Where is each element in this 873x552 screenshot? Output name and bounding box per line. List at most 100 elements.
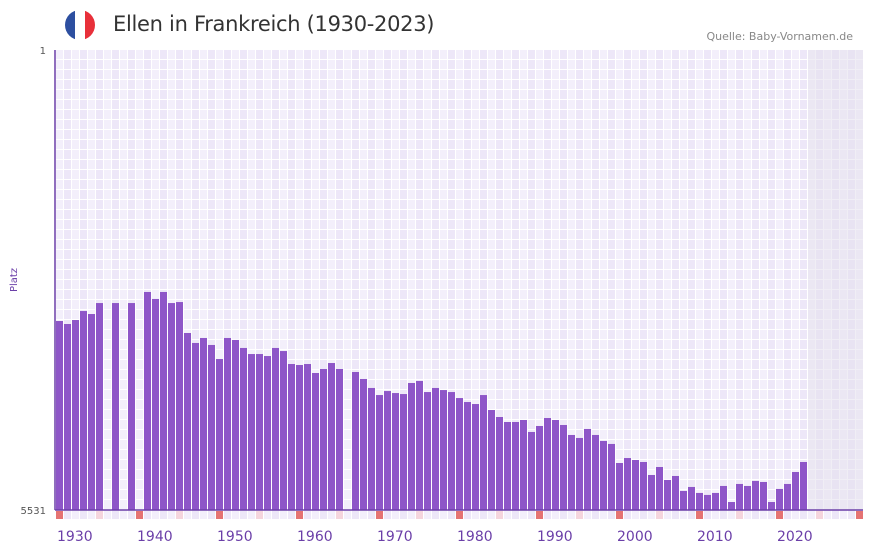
bar-1952[interactable] [232,339,239,510]
bar-2000[interactable] [616,463,623,510]
bar-1982[interactable] [472,404,479,510]
bar-1973[interactable] [400,394,407,510]
bar-1942[interactable] [152,298,159,510]
bar-1969[interactable] [368,387,375,510]
bar-2011[interactable] [704,494,711,510]
bar-1991[interactable] [544,418,551,510]
bar-1983[interactable] [480,395,487,510]
bar-2006[interactable] [664,479,671,510]
bar-2001[interactable] [624,458,631,510]
bar-1944[interactable] [168,303,175,510]
bar-2015[interactable] [736,483,743,510]
bar-1975[interactable] [416,380,423,510]
bar-1960[interactable] [296,365,303,510]
x-tick-1990: 1990 [537,529,573,545]
bar-1954[interactable] [248,354,255,510]
year-marker-2020 [776,511,783,519]
bar-1998[interactable] [600,440,607,510]
bar-1995[interactable] [576,437,583,510]
bar-1958[interactable] [280,351,287,510]
bar-1957[interactable] [272,347,279,510]
bar-2012[interactable] [712,492,719,510]
bar-1994[interactable] [568,434,575,510]
bar-2005[interactable] [656,466,663,510]
bar-1972[interactable] [392,393,399,510]
bar-1990[interactable] [536,425,543,510]
bar-1992[interactable] [552,419,559,510]
year-marker-1965 [336,511,343,519]
x-tick-1960: 1960 [297,529,333,545]
bar-2013[interactable] [720,485,727,510]
bar-2019[interactable] [768,502,775,510]
bar-1997[interactable] [592,434,599,510]
bar-1950[interactable] [216,359,223,510]
bar-2004[interactable] [648,474,655,510]
x-tick-1970: 1970 [377,529,413,545]
y-tick-bottom: 5531 [21,506,46,517]
bar-1945[interactable] [176,302,183,510]
bar-1978[interactable] [440,390,447,510]
bar-1939[interactable] [128,303,135,510]
bar-2016[interactable] [744,485,751,510]
bar-1981[interactable] [464,402,471,510]
bar-1993[interactable] [560,424,567,510]
bar-2008[interactable] [680,490,687,510]
bar-2002[interactable] [632,460,639,510]
bar-1964[interactable] [328,363,335,510]
bar-2009[interactable] [688,486,695,510]
flag-blue-stripe [65,10,75,40]
bar-2022[interactable] [792,471,799,510]
bar-1946[interactable] [184,332,191,510]
bar-1989[interactable] [528,431,535,510]
bar-1943[interactable] [160,291,167,510]
bar-1932[interactable] [72,320,79,510]
bar-1948[interactable] [200,337,207,510]
bar-1974[interactable] [408,382,415,510]
bar-1986[interactable] [504,421,511,510]
bar-1970[interactable] [376,395,383,510]
bar-1984[interactable] [488,410,495,510]
bar-1959[interactable] [288,364,295,510]
bar-2003[interactable] [640,462,647,510]
bar-2020[interactable] [776,488,783,510]
bar-1980[interactable] [456,398,463,510]
bar-2014[interactable] [728,502,735,510]
bar-1967[interactable] [352,372,359,510]
bar-1947[interactable] [192,342,199,510]
bar-1963[interactable] [320,369,327,510]
bar-1930[interactable] [56,321,63,510]
bars [56,291,807,510]
bar-2010[interactable] [696,492,703,510]
bar-1935[interactable] [96,303,103,510]
bar-1971[interactable] [384,391,391,510]
bar-1988[interactable] [520,419,527,510]
bar-1999[interactable] [608,443,615,510]
bar-1996[interactable] [584,428,591,510]
bar-1968[interactable] [360,378,367,510]
bar-1965[interactable] [336,369,343,510]
bar-1976[interactable] [424,392,431,510]
bar-2018[interactable] [760,481,767,510]
bar-2017[interactable] [752,480,759,510]
bar-1961[interactable] [304,364,311,510]
bar-1937[interactable] [112,303,119,510]
bar-1962[interactable] [312,372,319,510]
bar-1949[interactable] [208,344,215,510]
bar-2007[interactable] [672,475,679,510]
bar-1953[interactable] [240,347,247,510]
bar-1931[interactable] [64,324,71,510]
year-marker-1995 [576,511,583,519]
bar-2021[interactable] [784,483,791,510]
bar-1979[interactable] [448,392,455,510]
bar-1977[interactable] [432,387,439,510]
bar-1955[interactable] [256,354,263,510]
bar-1941[interactable] [144,291,151,510]
x-tick-1950: 1950 [217,529,253,545]
bar-1934[interactable] [88,314,95,510]
bar-1987[interactable] [512,421,519,510]
bar-1933[interactable] [80,311,87,510]
bar-1956[interactable] [264,356,271,510]
bar-1985[interactable] [496,417,503,510]
bar-1951[interactable] [224,337,231,510]
bar-2023[interactable] [800,462,807,510]
